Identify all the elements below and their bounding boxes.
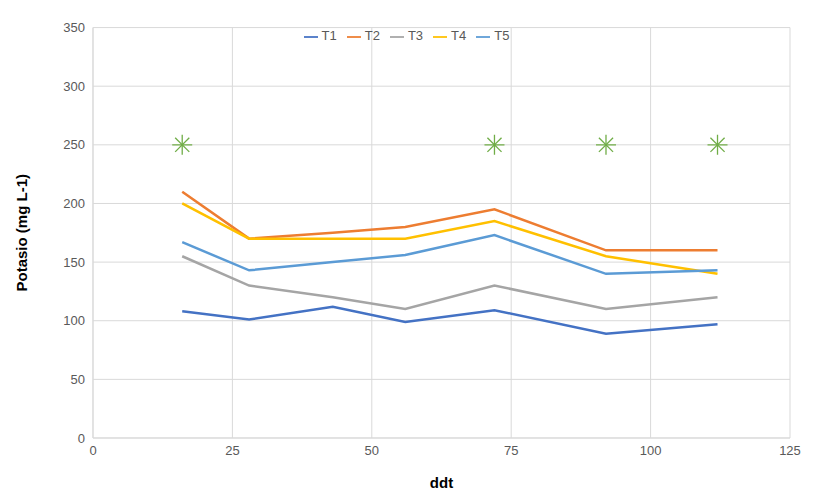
svg-text:125: 125 <box>779 443 801 458</box>
svg-text:25: 25 <box>225 443 239 458</box>
svg-text:50: 50 <box>365 443 379 458</box>
svg-text:200: 200 <box>63 196 85 211</box>
html-text:T5: T5 <box>494 28 510 43</box>
html-text:T2: T2 <box>364 28 380 43</box>
svg-text:250: 250 <box>63 137 85 152</box>
svg-text:300: 300 <box>63 79 85 94</box>
svg-text:Potasio (mg L-1): Potasio (mg L-1) <box>13 174 30 292</box>
html-text:T3: T3 <box>407 28 424 43</box>
svg-text:0: 0 <box>89 443 96 458</box>
svg-text:100: 100 <box>640 443 662 458</box>
html-text:T4: T4 <box>451 28 467 43</box>
svg-text:50: 50 <box>71 372 85 387</box>
svg-text:350: 350 <box>63 20 85 35</box>
svg-text:0: 0 <box>78 431 85 446</box>
html-text:T1: T1 <box>321 28 337 43</box>
svg-text:ddt: ddt <box>430 474 453 490</box>
svg-text:150: 150 <box>63 255 85 270</box>
svg-text:75: 75 <box>504 443 518 458</box>
svg-text:100: 100 <box>63 313 85 328</box>
